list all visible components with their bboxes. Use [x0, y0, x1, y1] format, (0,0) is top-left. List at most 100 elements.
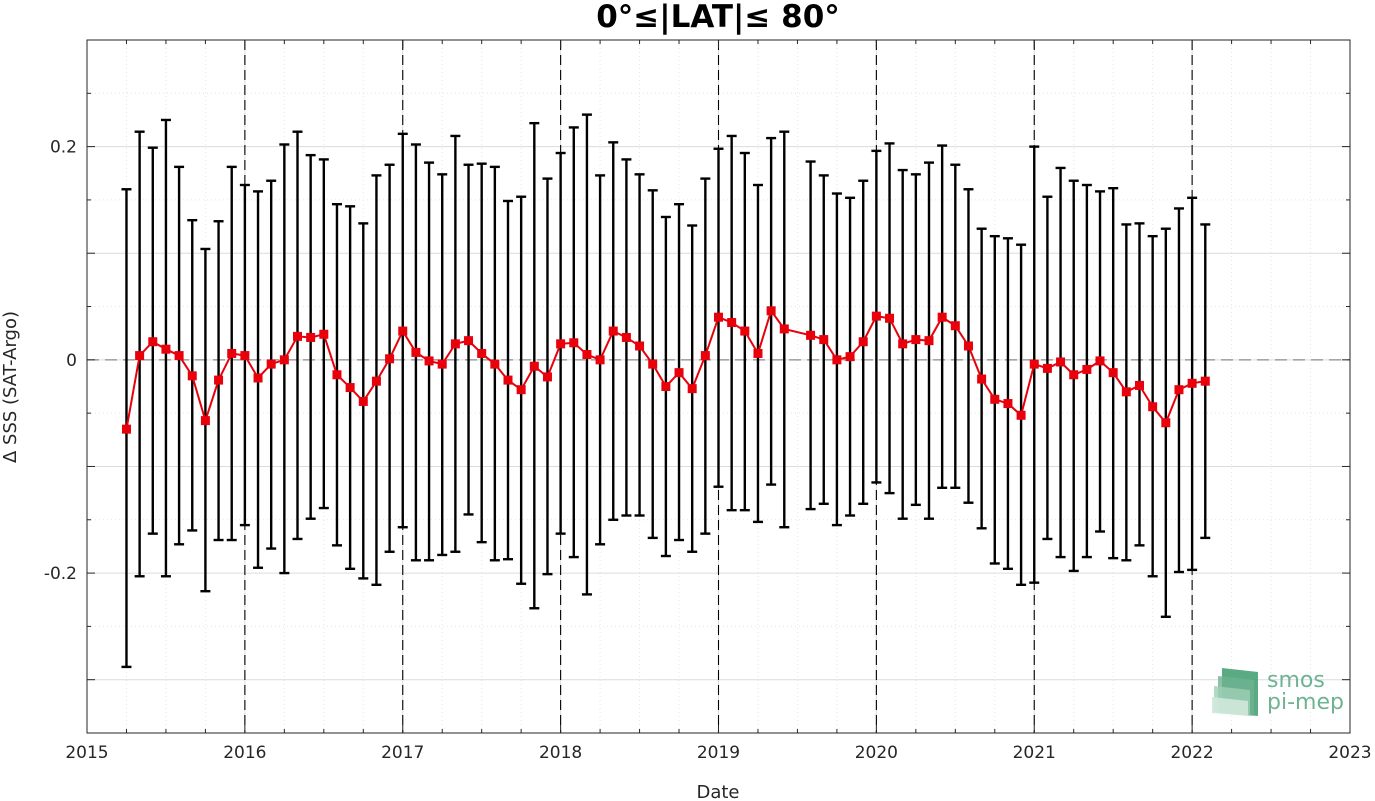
data-point-marker [990, 394, 1000, 404]
data-point-marker [398, 326, 408, 336]
smos-pi-mep-logo: smos pi-mep [1212, 668, 1344, 716]
data-point-marker [635, 341, 645, 351]
data-point-marker [1069, 370, 1079, 380]
data-point-marker [1003, 399, 1013, 409]
data-point-marker [200, 416, 210, 426]
data-point-marker [464, 336, 474, 346]
data-point-marker [477, 348, 487, 358]
data-point-marker [845, 352, 855, 362]
chart-title: 0°≤|LAT|≤ 80° [596, 0, 840, 35]
x-tick-label: 2016 [223, 743, 266, 763]
x-tick-label: 2023 [1328, 743, 1371, 763]
data-point-marker [503, 375, 513, 385]
data-point-marker [121, 424, 131, 434]
data-point-marker [740, 326, 750, 336]
data-point-marker [832, 355, 842, 365]
data-point-marker [450, 339, 460, 349]
data-point-marker [714, 312, 723, 322]
data-point-marker [293, 331, 302, 341]
data-point-marker [871, 311, 881, 321]
x-tick-label: 2022 [1170, 743, 1213, 763]
data-point-marker [1161, 418, 1171, 428]
data-point-marker [279, 355, 289, 365]
data-point-marker [371, 376, 381, 386]
y-axis-label: Δ SSS (SAT-Argo) [0, 311, 21, 463]
data-point-marker [266, 359, 276, 369]
data-point-marker [227, 348, 237, 358]
data-point-marker [1042, 363, 1052, 373]
wave-layers-icon [1212, 668, 1258, 716]
x-tick-label: 2019 [697, 743, 740, 763]
data-point-marker [174, 351, 184, 361]
x-axis-label: Date [696, 782, 739, 801]
data-point-marker [529, 361, 539, 371]
data-point-marker [1148, 402, 1158, 412]
data-point-marker [516, 385, 526, 395]
y-tick-label: 0 [66, 351, 77, 371]
data-point-marker [411, 347, 421, 357]
data-point-marker [135, 351, 145, 361]
series-line [125, 308, 1206, 430]
data-point-marker [648, 359, 658, 369]
data-point-marker [621, 332, 631, 342]
logo-text-pi-mep: pi-mep [1267, 690, 1344, 715]
data-point-marker [779, 324, 789, 334]
data-point-marker [148, 337, 158, 347]
data-point-marker [924, 336, 934, 346]
data-point-marker [700, 351, 710, 361]
data-point-marker [253, 373, 263, 383]
data-point-marker [595, 355, 605, 365]
data-point-marker [753, 348, 763, 358]
data-point-marker [858, 337, 868, 347]
x-tick-label: 2020 [855, 743, 898, 763]
data-point-marker [319, 329, 329, 339]
data-point-marker [898, 339, 908, 349]
data-point-marker [1029, 359, 1039, 369]
data-point-marker [187, 371, 197, 381]
data-point-marker [766, 306, 776, 316]
data-point-marker [358, 396, 368, 406]
data-point-marker [937, 312, 947, 322]
y-tick-label: 0.2 [50, 138, 77, 158]
data-point-marker [1200, 376, 1210, 386]
data-point-marker [806, 330, 816, 340]
data-point-marker [1121, 387, 1131, 397]
data-point-marker [1016, 410, 1026, 420]
x-tick-label: 2017 [381, 743, 424, 763]
data-point-marker [1135, 380, 1144, 390]
x-tick-label: 2015 [65, 743, 108, 763]
data-point-marker [977, 374, 987, 384]
x-tick-labels: 2015 2016 2017 2018 2019 2020 2021 2022 2023 [65, 743, 1371, 763]
data-point-marker [1082, 364, 1092, 374]
data-point-marker [582, 350, 592, 360]
data-point-marker [819, 335, 829, 345]
data-point-marker [385, 354, 395, 364]
data-point-marker [332, 370, 342, 380]
data-point-marker [885, 313, 895, 323]
data-point-marker [542, 372, 552, 382]
data-point-marker [437, 359, 447, 369]
data-point-marker [345, 383, 355, 393]
data-point-marker [556, 339, 566, 349]
data-point-marker [687, 384, 697, 394]
data-point-marker [1187, 378, 1197, 388]
x-tick-label: 2018 [539, 743, 582, 763]
data-point-marker [161, 344, 171, 354]
x-tick-label: 2021 [1013, 743, 1056, 763]
tick-marks [86, 39, 1351, 734]
data-point-marker [1174, 385, 1184, 395]
logo-text-smos: smos [1267, 668, 1325, 693]
data-point-marker [661, 382, 671, 391]
error-bars [121, 113, 1211, 669]
data-point-marker [950, 321, 960, 331]
y-tick-labels: -0.2 0 0.2 [44, 138, 77, 584]
data-point-marker [1108, 368, 1118, 378]
data-point-marker [674, 368, 684, 378]
data-point-marker [911, 335, 921, 345]
data-point-marker [727, 318, 737, 328]
data-point-marker [569, 338, 579, 348]
data-point-marker [608, 326, 618, 336]
data-point-marker [306, 332, 316, 342]
